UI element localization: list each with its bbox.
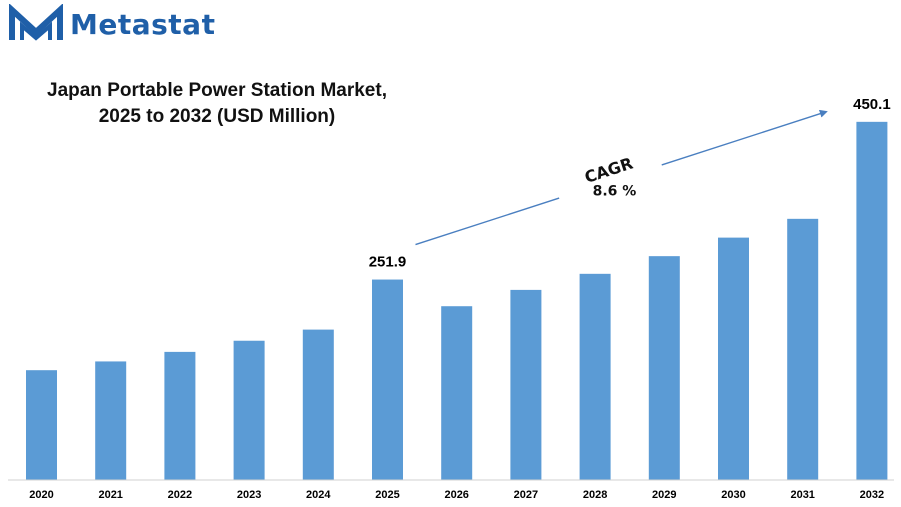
bar-2022	[164, 351, 196, 480]
x-tick-2032: 2032	[860, 489, 884, 501]
x-tick-2020: 2020	[29, 489, 53, 501]
cagr-arrow-left	[415, 197, 560, 246]
cagr-label: CAGR	[582, 154, 635, 187]
bar-2021	[95, 361, 127, 480]
bar-2026	[441, 306, 473, 480]
x-tick-2027: 2027	[514, 489, 538, 501]
bar-2032	[856, 121, 888, 480]
x-tick-labels: 2020 2021 2022 2023 2024 2025 2026 2027 2028 2029…	[29, 489, 884, 501]
bar-2025	[372, 279, 403, 480]
bar-2030	[718, 237, 749, 480]
bars-group	[26, 121, 888, 480]
bar-2029	[648, 256, 680, 480]
m-chevron-logo-icon	[9, 4, 63, 41]
x-tick-2031: 2031	[790, 489, 814, 501]
x-tick-2023: 2023	[237, 489, 261, 501]
cagr-arrow-right	[661, 109, 828, 166]
x-tick-2022: 2022	[168, 489, 192, 501]
data-labels: 251.9 450.1	[369, 96, 891, 271]
x-tick-2030: 2030	[721, 489, 745, 501]
bar-2023	[233, 340, 265, 480]
brand-logo: Metastat	[8, 2, 215, 46]
cagr-value: 8.6 %	[593, 184, 637, 200]
data-label-2025: 251.9	[369, 254, 407, 271]
data-label-2032: 450.1	[853, 96, 891, 113]
bar-2024	[302, 329, 334, 480]
bar-2028	[579, 273, 611, 480]
x-tick-2028: 2028	[583, 489, 607, 501]
x-tick-2024: 2024	[306, 489, 331, 501]
chart-title: Japan Portable Power Station Market,	[47, 80, 387, 101]
x-tick-2025: 2025	[375, 489, 399, 501]
bar-2020	[26, 370, 57, 480]
x-tick-2021: 2021	[98, 489, 122, 501]
x-tick-2029: 2029	[652, 489, 676, 501]
bar-2027	[510, 289, 542, 480]
chart-title-block: Japan Portable Power Station Market, 202…	[24, 78, 410, 130]
brand-name: Metastat	[70, 7, 216, 41]
bar-2031	[787, 218, 819, 480]
x-tick-2026: 2026	[444, 489, 468, 501]
chart-subtitle: 2025 to 2032 (USD Million)	[98, 106, 336, 127]
